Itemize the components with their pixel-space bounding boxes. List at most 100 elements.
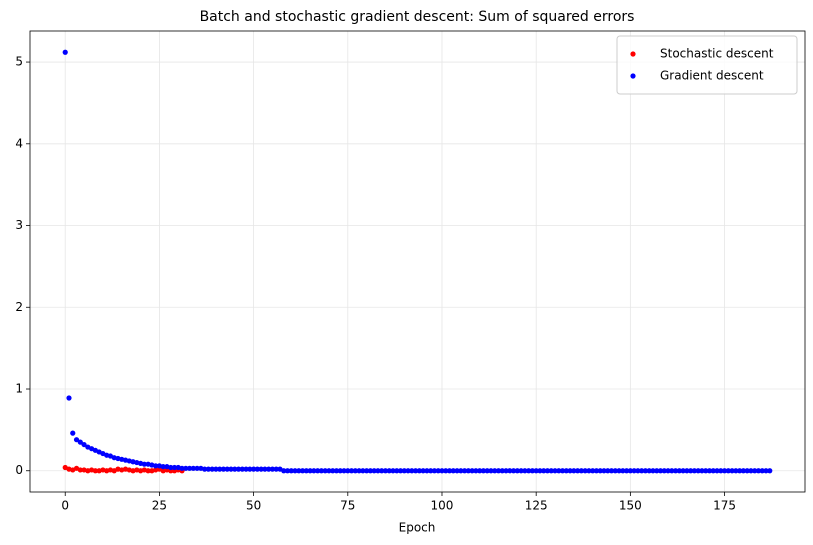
point	[394, 468, 400, 474]
point	[537, 468, 543, 474]
point	[73, 437, 80, 443]
point	[752, 468, 758, 474]
point	[631, 468, 637, 474]
legend-marker	[630, 51, 636, 57]
y-tick-label: 5	[15, 55, 23, 69]
point	[495, 468, 502, 474]
point	[688, 468, 694, 474]
point	[360, 468, 366, 474]
point	[616, 468, 622, 474]
point	[251, 466, 257, 472]
point	[571, 468, 577, 474]
point	[575, 468, 581, 474]
point	[315, 468, 321, 474]
point	[492, 468, 498, 474]
point	[307, 468, 313, 474]
point	[639, 468, 645, 474]
point	[507, 468, 513, 474]
point	[92, 468, 98, 474]
point	[624, 468, 630, 474]
y-tick-label: 4	[15, 136, 23, 150]
point	[81, 441, 87, 448]
plot-frame	[29, 30, 806, 493]
point	[228, 466, 234, 472]
point	[657, 468, 664, 474]
point	[499, 468, 505, 474]
point	[665, 468, 671, 474]
point	[232, 466, 238, 472]
point	[224, 466, 230, 472]
point	[529, 468, 536, 474]
point	[356, 468, 362, 474]
point	[514, 468, 520, 474]
point	[763, 468, 769, 474]
point	[239, 466, 245, 472]
point	[601, 468, 607, 474]
point	[661, 468, 667, 474]
point	[552, 468, 558, 474]
point	[446, 468, 453, 474]
point	[303, 468, 309, 474]
point	[748, 468, 754, 474]
point	[311, 468, 317, 474]
point	[220, 466, 227, 472]
point	[714, 468, 720, 474]
point	[559, 468, 566, 474]
point	[443, 468, 449, 474]
x-tick-label: 175	[713, 499, 736, 513]
point	[413, 468, 419, 474]
point	[348, 468, 355, 474]
point	[737, 468, 743, 474]
legend-marker	[630, 73, 636, 79]
point	[627, 468, 633, 474]
point	[518, 468, 524, 474]
legend-box	[616, 35, 798, 95]
point	[586, 468, 592, 474]
point	[141, 461, 147, 467]
point	[510, 468, 517, 474]
point	[171, 464, 178, 471]
point	[371, 468, 377, 474]
chart-title: Batch and stochastic gradient descent: S…	[200, 9, 635, 25]
point	[642, 468, 649, 474]
point	[160, 464, 166, 470]
point	[190, 465, 196, 471]
point	[428, 468, 434, 474]
point	[322, 468, 328, 474]
point	[258, 466, 264, 472]
point	[567, 468, 573, 474]
point	[235, 466, 242, 472]
point	[710, 468, 716, 474]
point	[541, 468, 547, 474]
point	[379, 468, 385, 474]
x-tick-label: 50	[246, 499, 261, 513]
point	[590, 468, 596, 474]
point	[672, 468, 679, 474]
point	[337, 468, 343, 474]
x-tick-label: 75	[340, 499, 355, 513]
point	[759, 468, 765, 474]
point	[213, 466, 219, 472]
point	[217, 466, 223, 472]
point	[733, 468, 739, 474]
x-tick-label: 0	[61, 499, 69, 513]
point	[439, 468, 445, 474]
point	[548, 468, 554, 474]
point	[469, 468, 475, 474]
point	[608, 468, 615, 474]
point	[318, 468, 325, 474]
point	[597, 468, 603, 474]
point	[718, 468, 724, 474]
point	[273, 466, 279, 472]
point	[345, 468, 351, 474]
point	[382, 468, 389, 474]
point	[390, 468, 396, 474]
point	[503, 468, 509, 474]
y-tick-label: 1	[15, 382, 23, 396]
point	[563, 468, 569, 474]
point	[299, 468, 306, 474]
point	[646, 468, 652, 474]
point	[488, 468, 494, 474]
point	[367, 468, 374, 474]
point	[179, 465, 185, 471]
